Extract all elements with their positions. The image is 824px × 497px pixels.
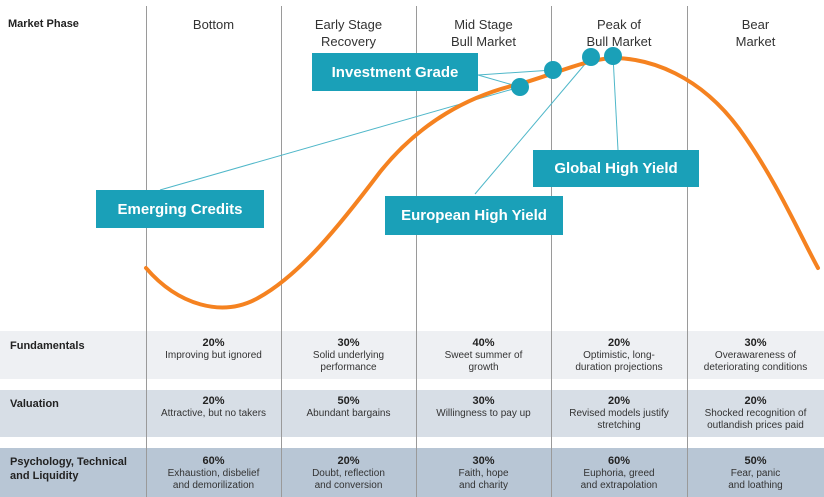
marker-global-high-yield [604,47,622,65]
tag-investment-grade: Investment Grade [312,53,478,91]
market-cycle-curve-graphic [144,47,820,310]
phase-bear: Bear Market [735,17,776,49]
cell-valuation-bottom: 20% Attractive, but no takers [160,395,267,419]
tag-global-high-yield: Global High Yield [533,150,699,187]
cell-psychology-early: 20% Doubt, reflection and conversion [312,455,385,491]
connector-investment-grade [477,69,554,76]
cell-psychology-bottom: 60% Exhaustion, disbelief and demorilizat… [167,455,260,491]
fundamentals-band [0,331,824,379]
tag-european-high-yield: European High Yield [385,196,563,235]
row-label-psychology: Psychology, Technical and Liquidity [10,456,127,482]
marker-european-high-yield [582,48,600,66]
cell-fundamentals-bear: 30% Overawareness of deteriorating condit… [703,337,808,373]
cell-valuation-peak: 20% Revised models justify stretching [569,395,669,431]
cell-valuation-early: 50% Abundant bargains [306,395,391,419]
market-cycle-curve [144,55,820,310]
market-phase-label: Market Phase [8,18,79,30]
cell-psychology-peak: 60% Euphoria, greed and extrapolation [580,455,658,491]
phase-mid-bull: Mid Stage Bull Market [450,17,517,49]
cell-psychology-bear: 50% Fear, panic and loathing [728,455,783,491]
tag-emerging-credits: Emerging Credits [96,190,264,228]
connector-global-high-yield [612,55,619,151]
column-divider [687,6,688,497]
cell-fundamentals-bottom: 20% Improving but ignored [165,337,262,361]
cell-fundamentals-early: 30% Solid underlying performance [312,337,385,373]
phase-early-recovery: Early Stage Recovery [314,17,383,49]
cell-fundamentals-peak: 20% Optimistic, long- duration projection… [575,337,663,373]
column-divider [281,6,282,497]
marker-investment-grade [544,61,562,79]
cell-psychology-mid: 30% Faith, hope and charity [458,455,509,491]
cell-fundamentals-mid: 40% Sweet summer of growth [444,337,523,373]
cell-valuation-mid: 30% Willingness to pay up [436,395,531,419]
column-divider [416,6,417,497]
row-label-valuation: Valuation [10,398,59,410]
marker-emerging-credits [511,78,529,96]
valuation-band [0,390,824,437]
row-label-fundamentals: Fundamentals [10,340,85,352]
phase-bottom: Bottom [192,17,235,32]
phase-peak-bull: Peak of Bull Market [586,17,652,49]
column-divider [551,6,552,497]
cell-valuation-bear: 20% Shocked recognition of outlandish pri… [704,395,807,431]
psychology-band [0,448,824,497]
column-divider [146,6,147,497]
connector-european-high-yield [474,56,592,195]
